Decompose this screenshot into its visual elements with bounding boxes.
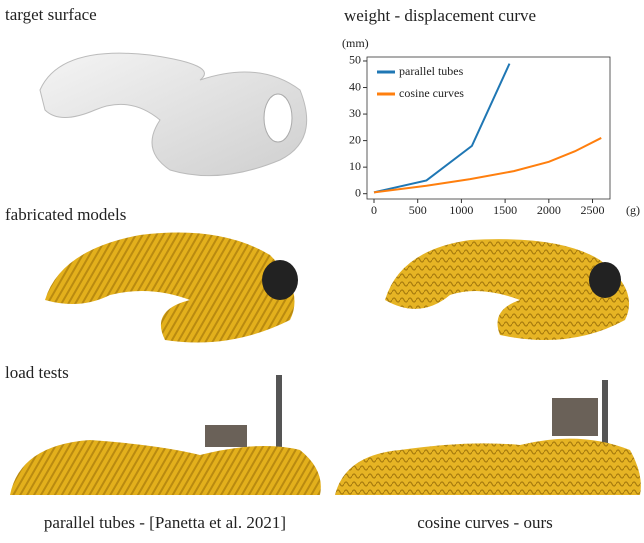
plot-frame [367,57,610,199]
legend-label: cosine curves [399,86,464,100]
photo-load-left [10,375,321,495]
photo-load-right [335,380,641,495]
section-label: fabricated models [5,205,126,224]
section-label: target surface [5,5,97,24]
caption: parallel tubes - [Panetta et al. 2021] [44,513,286,532]
caption: cosine curves - ours [417,513,553,532]
surface-render [40,53,307,175]
page: target surface fabricated models load te… [0,0,644,538]
data-line [374,64,509,193]
y-axis-label: (mm) [342,36,369,50]
x-tick-label: 1500 [493,203,517,217]
y-tick-label: 10 [349,159,361,173]
x-tick-label: 2000 [537,203,561,217]
x-tick-label: 0 [371,203,377,217]
y-tick-label: 20 [349,132,361,146]
photo-fabricated-left [45,233,298,343]
y-tick-label: 30 [349,106,361,120]
x-tick-label: 2500 [581,203,605,217]
chart-title: weight - displacement curve [344,6,536,25]
x-tick-label: 1000 [449,203,473,217]
x-tick-label: 500 [409,203,427,217]
x-axis-label: (g) [626,203,640,217]
photo-fabricated-right [385,239,629,340]
figure: target surface fabricated models load te… [0,0,644,538]
y-tick-label: 0 [355,185,361,199]
section-label: load tests [5,363,69,382]
y-tick-label: 40 [349,79,361,93]
y-tick-label: 50 [349,53,361,67]
legend-label: parallel tubes [399,64,464,78]
